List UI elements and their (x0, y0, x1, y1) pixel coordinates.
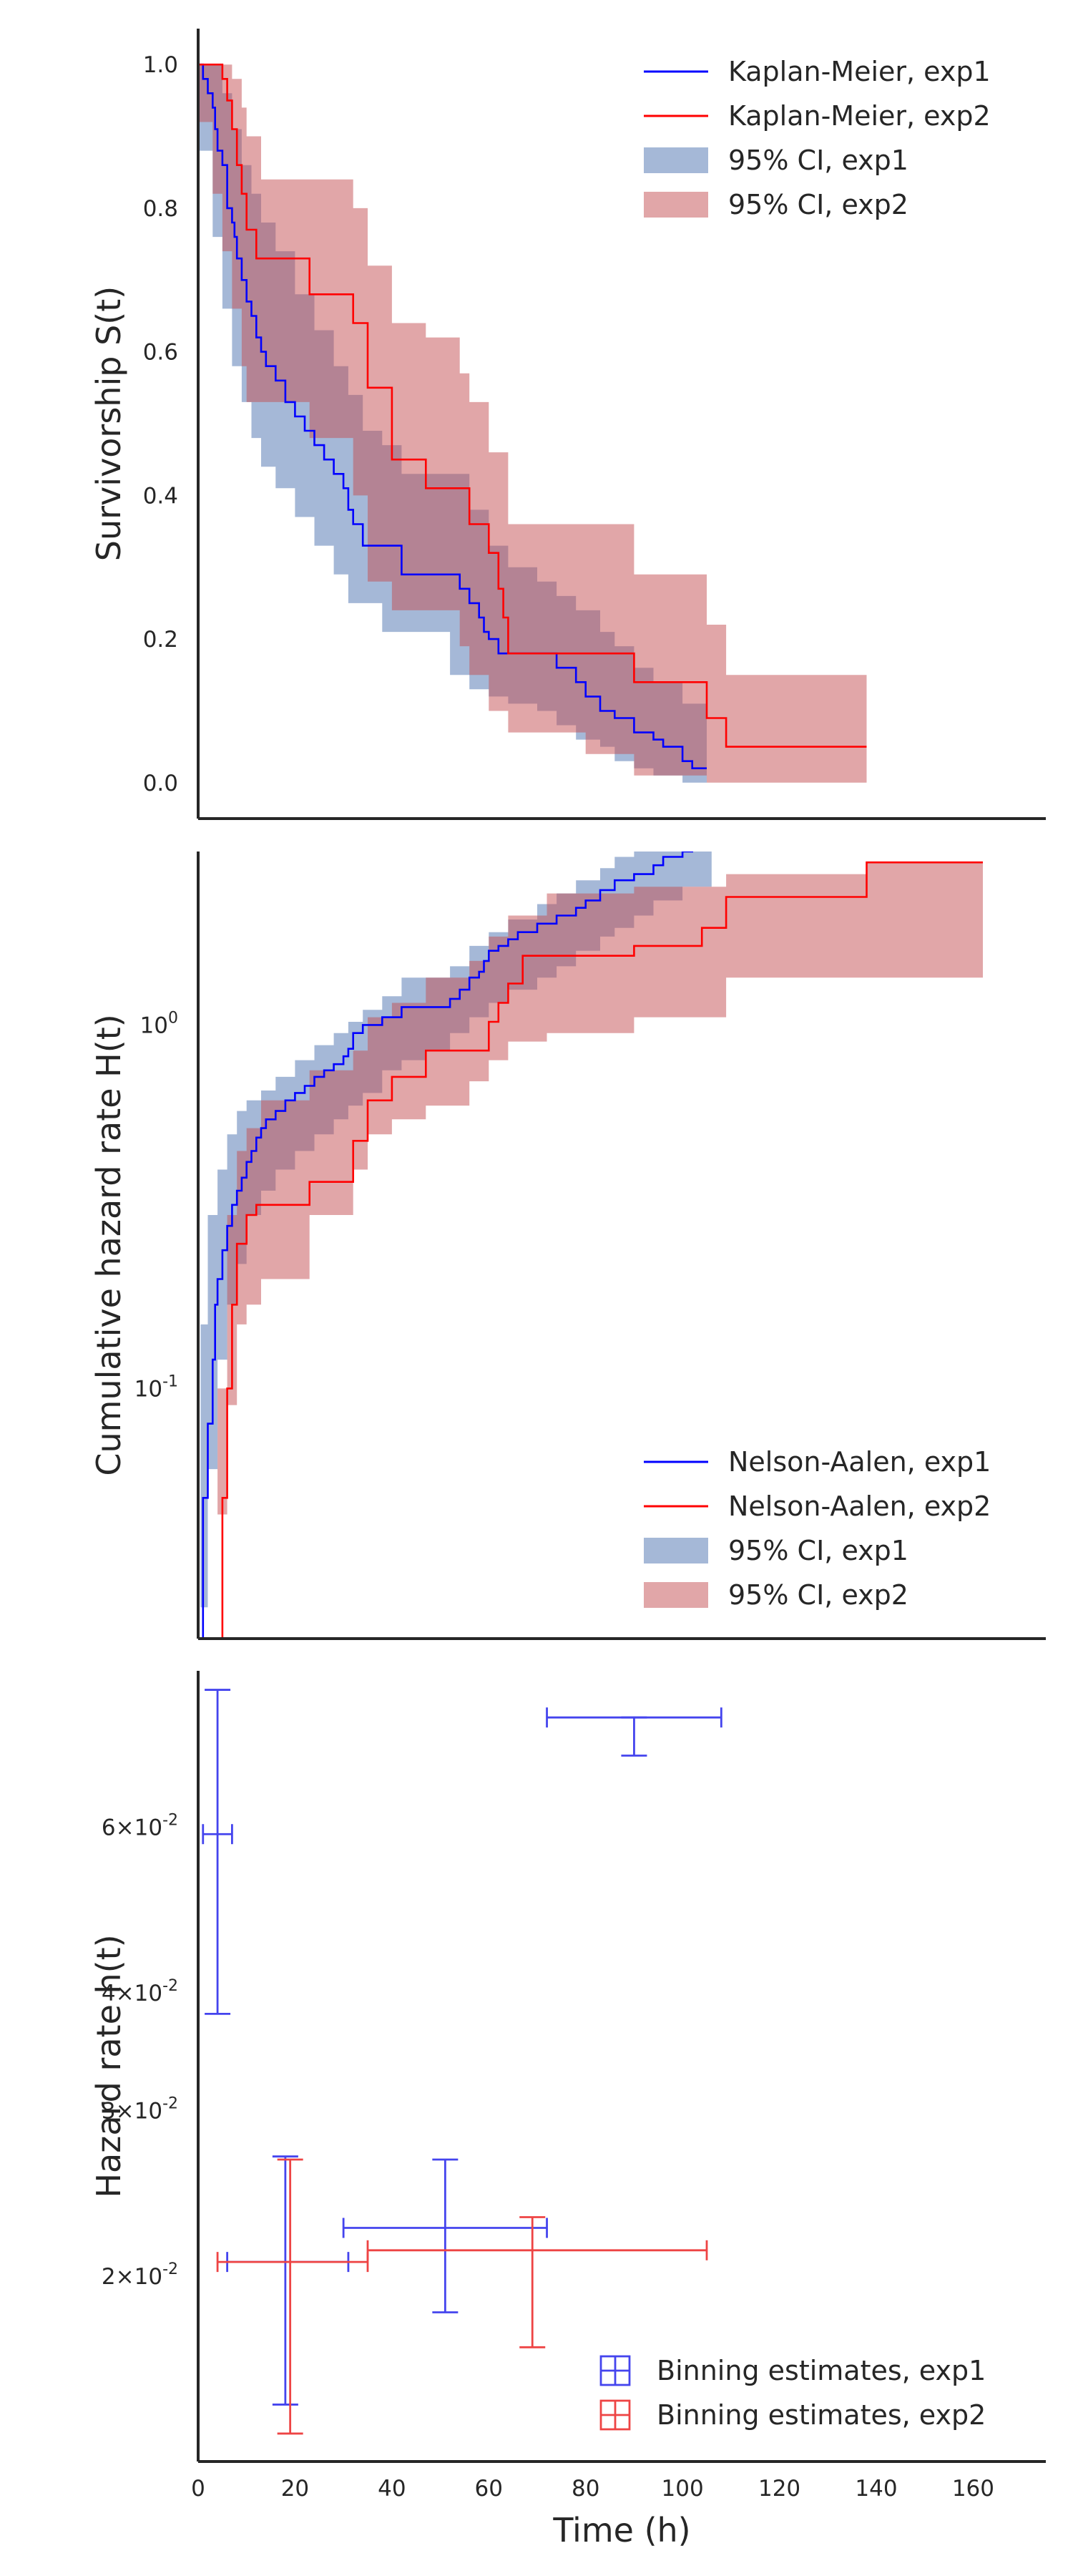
y-tick-label: 0.6 (143, 340, 178, 366)
legend-label: Nelson-Aalen, exp1 (728, 1446, 991, 1478)
x-tick-label: 120 (758, 2476, 800, 2502)
plot-area (202, 1689, 722, 2435)
errorbar-point-exp1 (226, 2155, 350, 2406)
legend-label: Kaplan-Meier, exp1 (728, 56, 991, 87)
legend-entry-4: 95% CI, exp2 (644, 189, 908, 220)
ci-band-exp2 (217, 862, 984, 1639)
legend: Kaplan-Meier, exp1 Kaplan-Meier, exp2 95% … (644, 56, 991, 220)
legend-label: Kaplan-Meier, exp2 (728, 100, 991, 132)
panel-2: 10-1 100 Cumulative hazard rate H(t) Nelson… (89, 852, 1046, 1640)
x-axis-label: Time (h) (552, 2511, 690, 2550)
y-tick-label: 10-1 (134, 1372, 178, 1402)
legend-label: Binning estimates, exp1 (657, 2355, 986, 2386)
y-tick-label: 0.0 (143, 771, 178, 796)
legend-entry-3: 95% CI, exp1 (644, 145, 908, 176)
legend-label: Binning estimates, exp2 (657, 2399, 986, 2431)
legend-label: 95% CI, exp2 (728, 189, 908, 220)
y-axis-label: Cumulative hazard rate H(t) (89, 1014, 128, 1475)
legend-entry-4: 95% CI, exp2 (644, 1579, 908, 1611)
legend-label: 95% CI, exp1 (728, 145, 908, 176)
legend-entry-1: Kaplan-Meier, exp1 (644, 56, 991, 87)
estimate-line-exp2 (198, 63, 867, 748)
legend: Nelson-Aalen, exp1 Nelson-Aalen, exp2 95% … (644, 1446, 991, 1611)
y-tick-label: 0.8 (143, 196, 178, 222)
errorbar-point-exp1 (202, 1689, 233, 2015)
legend-swatch (644, 1582, 708, 1608)
x-tick-label: 20 (281, 2476, 309, 2502)
x-tick-label: 100 (662, 2476, 704, 2502)
estimate-line-exp2 (221, 861, 983, 1639)
ci-band-exp1 (200, 852, 712, 1639)
x-tick-label: 160 (952, 2476, 994, 2502)
y-tick-label: 3×10-2 (102, 2094, 178, 2124)
y-tick-label: 100 (140, 1009, 178, 1038)
legend-entry-2: Kaplan-Meier, exp2 (644, 100, 991, 132)
legend-entry-2: Nelson-Aalen, exp2 (644, 1491, 991, 1522)
ci-band-exp2 (198, 64, 867, 783)
legend-swatch (644, 192, 708, 218)
x-tick-label: 40 (378, 2476, 406, 2502)
panel-1: 0.0 0.2 0.4 0.6 0.8 1.0 Survivorship S(t) Kapla… (89, 29, 1046, 820)
x-tick-label: 0 (191, 2476, 205, 2502)
errorbar-point-exp2 (216, 2158, 369, 2435)
legend-entry-1: Nelson-Aalen, exp1 (644, 1446, 991, 1478)
legend-swatch (644, 147, 708, 173)
y-tick-label: 4×10-2 (102, 1977, 178, 2006)
errorbar-point-exp1 (546, 1707, 722, 1757)
legend-label: 95% CI, exp1 (728, 1535, 908, 1566)
legend-entry-3: 95% CI, exp1 (644, 1535, 908, 1566)
y-tick-label: 0.2 (143, 627, 178, 653)
legend-label: Nelson-Aalen, exp2 (728, 1491, 991, 1522)
x-tick-label: 140 (855, 2476, 897, 2502)
errorbar-point-exp1 (342, 2158, 548, 2313)
legend: Binning estimates, exp1 Binning estimates… (599, 2355, 986, 2431)
estimate-line-exp1 (202, 852, 693, 1639)
estimate-line-exp1 (198, 63, 707, 769)
y-axis-label: Survivorship S(t) (89, 286, 128, 561)
x-tick-label: 80 (572, 2476, 599, 2502)
legend-entry-1: Binning estimates, exp1 (599, 2355, 986, 2386)
y-tick-label: 0.4 (143, 483, 178, 509)
plot-area (198, 63, 867, 783)
errorbar-point-exp2 (366, 2216, 708, 2348)
panel-3: 2×10-2 3×10-2 4×10-2 6×10-2 0 20 40 60 80 100 120 1… (89, 1671, 1046, 2550)
plot-area (200, 852, 984, 1639)
legend-swatch (644, 1538, 708, 1563)
y-tick-label: 1.0 (143, 52, 178, 78)
y-axis-label: Hazard rate h(t) (89, 1934, 128, 2197)
legend-entry-2: Binning estimates, exp2 (599, 2399, 986, 2431)
y-tick-label: 6×10-2 (102, 1812, 178, 1841)
legend-label: 95% CI, exp2 (728, 1579, 908, 1611)
x-tick-label: 60 (475, 2476, 503, 2502)
y-tick-label: 2×10-2 (102, 2260, 178, 2290)
